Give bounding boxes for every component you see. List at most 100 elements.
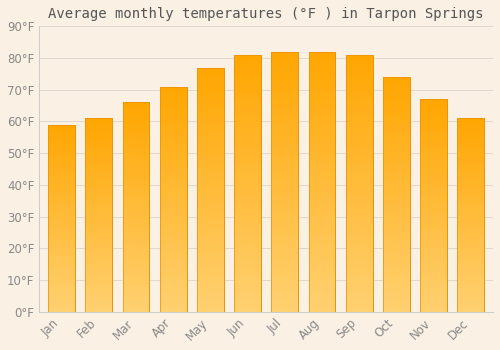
- Bar: [346, 301, 372, 307]
- Bar: [272, 197, 298, 203]
- Bar: [160, 132, 186, 136]
- Bar: [420, 218, 447, 223]
- Bar: [308, 218, 336, 223]
- Bar: [234, 55, 261, 312]
- Bar: [272, 135, 298, 140]
- Bar: [346, 224, 372, 230]
- Bar: [160, 289, 186, 294]
- Bar: [346, 260, 372, 266]
- Bar: [308, 109, 336, 114]
- Bar: [122, 140, 150, 144]
- Bar: [122, 303, 150, 308]
- Bar: [160, 222, 186, 226]
- Bar: [458, 281, 484, 285]
- Bar: [48, 271, 75, 274]
- Bar: [420, 239, 447, 244]
- Bar: [160, 122, 186, 127]
- Bar: [308, 239, 336, 244]
- Bar: [272, 83, 298, 88]
- Bar: [197, 126, 224, 131]
- Bar: [197, 165, 224, 170]
- Bar: [86, 192, 112, 196]
- Bar: [122, 136, 150, 140]
- Bar: [122, 224, 150, 228]
- Bar: [197, 273, 224, 278]
- Bar: [160, 113, 186, 118]
- Bar: [48, 304, 75, 308]
- Bar: [346, 255, 372, 260]
- Bar: [272, 213, 298, 218]
- Bar: [458, 238, 484, 242]
- Bar: [122, 111, 150, 115]
- Bar: [48, 155, 75, 158]
- Bar: [346, 245, 372, 250]
- Bar: [420, 235, 447, 239]
- Bar: [458, 285, 484, 288]
- Bar: [272, 239, 298, 244]
- Bar: [86, 308, 112, 312]
- Bar: [272, 192, 298, 197]
- Bar: [420, 167, 447, 172]
- Bar: [420, 108, 447, 112]
- Bar: [48, 125, 75, 312]
- Bar: [122, 195, 150, 199]
- Bar: [48, 132, 75, 136]
- Bar: [86, 277, 112, 281]
- Bar: [383, 129, 409, 133]
- Bar: [458, 288, 484, 292]
- Bar: [420, 184, 447, 189]
- Bar: [122, 274, 150, 278]
- Bar: [86, 281, 112, 285]
- Bar: [122, 161, 150, 165]
- Bar: [234, 60, 261, 65]
- Bar: [383, 147, 409, 152]
- Bar: [234, 168, 261, 173]
- Bar: [86, 285, 112, 288]
- Bar: [420, 125, 447, 129]
- Bar: [160, 231, 186, 235]
- Bar: [197, 185, 224, 190]
- Bar: [308, 229, 336, 234]
- Bar: [234, 250, 261, 255]
- Bar: [308, 286, 336, 291]
- Bar: [272, 57, 298, 62]
- Bar: [346, 204, 372, 209]
- Bar: [272, 182, 298, 187]
- Bar: [234, 276, 261, 281]
- Bar: [197, 268, 224, 273]
- Bar: [160, 136, 186, 141]
- Bar: [122, 240, 150, 245]
- Bar: [272, 130, 298, 135]
- Bar: [346, 142, 372, 147]
- Bar: [272, 176, 298, 182]
- Bar: [48, 226, 75, 229]
- Bar: [86, 184, 112, 188]
- Bar: [458, 184, 484, 188]
- Bar: [383, 232, 409, 237]
- Bar: [308, 223, 336, 229]
- Bar: [234, 307, 261, 312]
- Bar: [86, 258, 112, 261]
- Bar: [458, 161, 484, 165]
- Bar: [122, 115, 150, 119]
- Bar: [346, 286, 372, 291]
- Bar: [383, 82, 409, 86]
- Bar: [383, 114, 409, 119]
- Bar: [420, 163, 447, 167]
- Bar: [458, 261, 484, 265]
- Bar: [122, 228, 150, 232]
- Bar: [308, 275, 336, 281]
- Bar: [272, 275, 298, 281]
- Bar: [346, 153, 372, 158]
- Bar: [160, 204, 186, 208]
- Bar: [346, 240, 372, 245]
- Bar: [420, 189, 447, 193]
- Bar: [197, 214, 224, 219]
- Bar: [86, 169, 112, 173]
- Bar: [458, 242, 484, 246]
- Bar: [160, 118, 186, 122]
- Bar: [420, 133, 447, 138]
- Bar: [48, 184, 75, 188]
- Bar: [48, 125, 75, 128]
- Bar: [197, 150, 224, 155]
